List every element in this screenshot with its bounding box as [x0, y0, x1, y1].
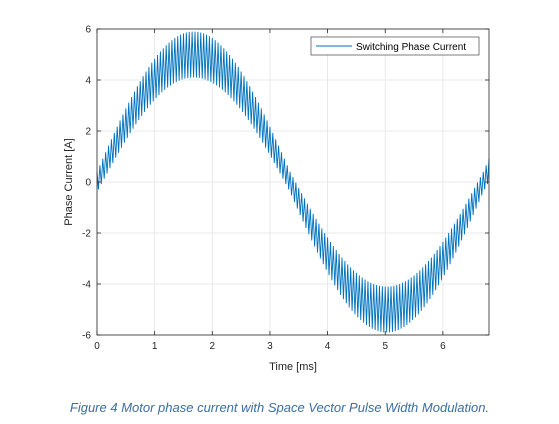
axis-tick-labels: 0 1 2 3 4 5 6 -6 -4 -2 0 2 4 6	[82, 25, 446, 353]
y-tick-label: -2	[82, 229, 91, 240]
y-tick-label: 4	[85, 76, 91, 87]
y-tick-label: -4	[82, 280, 91, 291]
x-tick-label: 4	[325, 341, 331, 352]
x-tick-label: 3	[267, 341, 273, 352]
legend: Switching Phase Current	[310, 36, 480, 56]
y-tick-label: -6	[82, 331, 91, 342]
legend-box	[310, 36, 480, 56]
legend-label: Switching Phase Current	[356, 42, 466, 53]
y-tick-label: 6	[85, 25, 91, 36]
figure-caption: Figure 4 Motor phase current with Space …	[69, 400, 490, 415]
axis-ticks	[96, 28, 489, 336]
x-axis-label: Time [ms]	[269, 361, 317, 373]
series-line-switching-phase-current	[96, 31, 490, 333]
x-tick-label: 5	[382, 341, 388, 352]
y-axis-label: Phase Current [A]	[63, 138, 75, 225]
x-tick-label: 6	[440, 341, 446, 352]
x-tick-label: 1	[152, 341, 158, 352]
phase-current-chart: 0 1 2 3 4 5 6 -6 -4 -2 0 2 4 6 Time [ms] Phase Curren…	[63, 25, 490, 373]
y-tick-label: 2	[85, 127, 91, 138]
x-tick-label: 2	[210, 341, 216, 352]
x-tick-label: 0	[94, 341, 100, 352]
y-tick-label: 0	[85, 178, 91, 189]
